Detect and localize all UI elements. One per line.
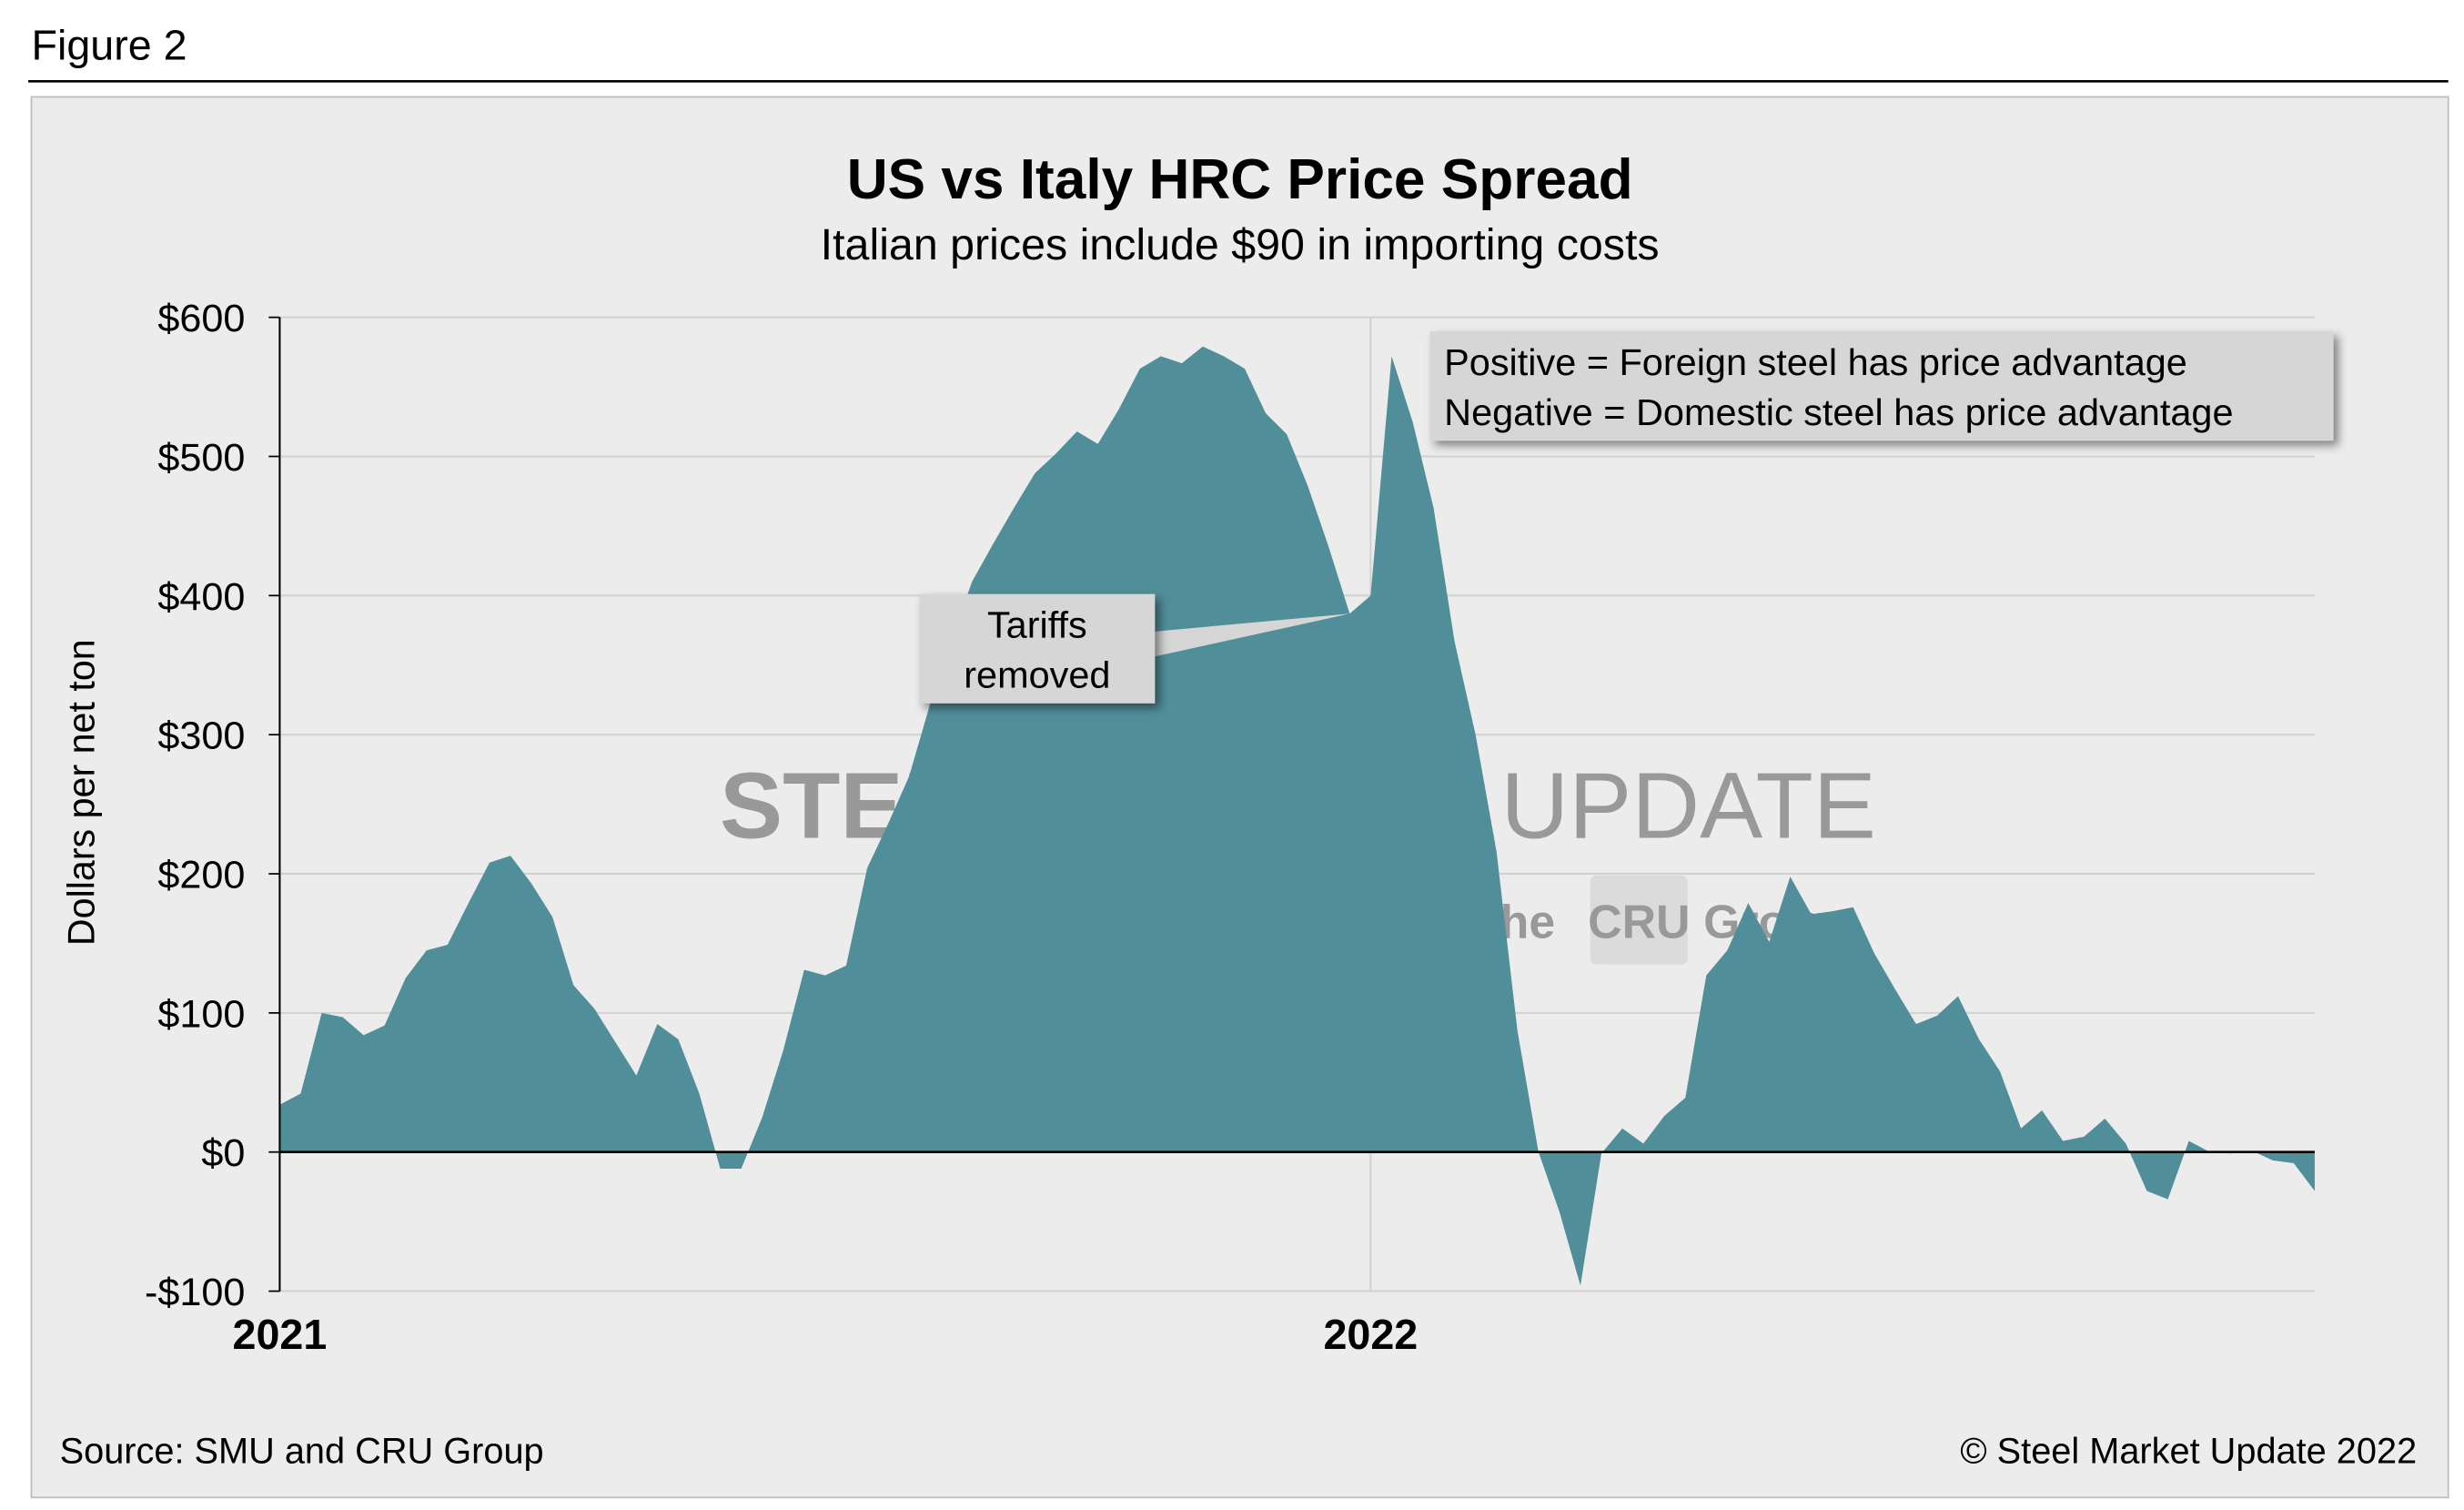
watermark-box: [1590, 875, 1688, 965]
note-box: [1429, 331, 2334, 441]
y-tick-label: $200: [157, 854, 245, 897]
y-tick-label: $600: [157, 297, 245, 340]
note-text: Positive = Foreign steel has price advan…: [1444, 341, 2187, 383]
y-axis-label: Dollars per net ton: [61, 639, 103, 946]
watermark-text: CRU: [1588, 896, 1690, 948]
chart-title: US vs Italy HRC Price Spread: [847, 148, 1633, 211]
source: Source: SMU and CRU Group: [60, 1432, 544, 1472]
note-text: Negative = Domestic steel has price adva…: [1444, 391, 2233, 433]
y-tick-label: $300: [157, 714, 245, 758]
callout-text: Tariffs: [987, 604, 1087, 646]
y-tick-label: $500: [157, 436, 245, 480]
y-tick-label: -$100: [145, 1271, 245, 1314]
y-tick-label: $0: [201, 1131, 245, 1175]
y-tick-label: $100: [157, 992, 245, 1036]
figure-label: Figure 2: [32, 21, 187, 68]
y-tick-label: $400: [157, 575, 245, 619]
copyright: © Steel Market Update 2022: [1960, 1432, 2417, 1472]
watermark-text: UPDATE: [1500, 753, 1876, 858]
callout-text: removed: [964, 654, 1110, 696]
plot: -$100$0$100$200$300$400$500$60020212022S…: [145, 297, 2334, 1358]
chart-subtitle: Italian prices include $90 in importing …: [821, 220, 1660, 269]
callout-box: [919, 593, 1156, 704]
area: [279, 346, 2315, 1286]
x-tick-label: 2022: [1324, 1311, 1419, 1358]
x-tick-label: 2021: [233, 1311, 328, 1358]
